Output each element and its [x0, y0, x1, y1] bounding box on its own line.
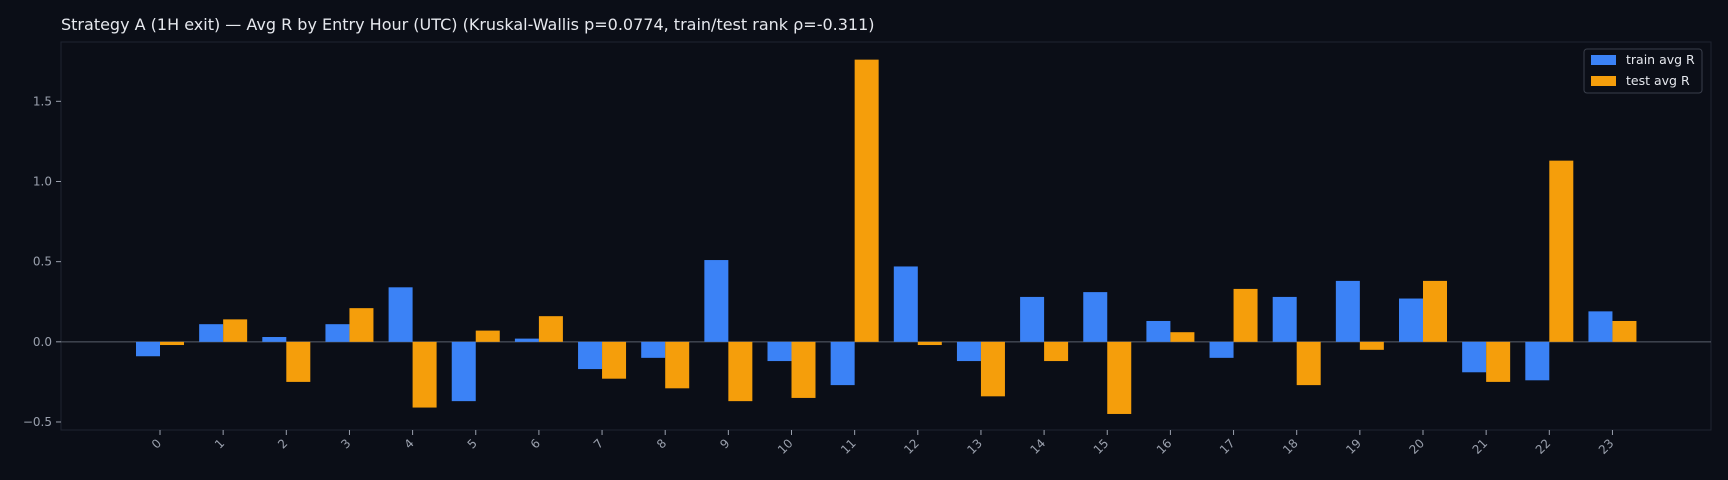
train-bar-hour-15 [1083, 292, 1108, 342]
train-bar-hour-6 [514, 338, 539, 342]
x-tick-label: 16 [1154, 436, 1175, 457]
train-bar-hour-8 [641, 341, 666, 358]
test-bar-hour-18 [1296, 341, 1321, 386]
x-tick-label: 11 [838, 436, 859, 457]
x-tick-label: 1 [212, 436, 227, 451]
x-tick-label: 9 [717, 436, 732, 451]
x-tick-label: 7 [591, 436, 606, 451]
x-tick-label: 0 [149, 436, 164, 451]
x-tick-label: 8 [654, 436, 669, 451]
train-bar-hour-20 [1399, 298, 1423, 342]
train-bar-hour-4 [388, 287, 413, 342]
x-tick-label: 18 [1280, 436, 1301, 457]
y-tick-label: −0.5 [23, 415, 52, 429]
train-bar-hour-5 [451, 341, 476, 402]
train-bar-hour-16 [1146, 320, 1171, 342]
y-tick-label: 1.0 [33, 174, 52, 188]
x-tick-label: 23 [1596, 436, 1617, 457]
x-tick-label: 4 [401, 436, 416, 451]
train-bar-hour-14 [1020, 296, 1045, 342]
train-bar-hour-0 [136, 341, 160, 357]
x-tick-label: 21 [1470, 436, 1491, 457]
x-tick-label: 19 [1343, 436, 1364, 457]
train-bar-hour-23 [1588, 311, 1613, 342]
test-bar-hour-5 [475, 330, 500, 342]
bars-layer [136, 59, 1637, 414]
legend-swatch-train [1591, 55, 1616, 65]
y-tick-label: 0.0 [33, 335, 52, 349]
train-bar-hour-10 [767, 341, 792, 362]
test-bar-hour-2 [286, 341, 311, 382]
test-bar-hour-8 [665, 341, 690, 389]
test-bar-hour-23 [1612, 320, 1637, 342]
y-axis: −0.5 0.0 0.5 1.0 1.5 [23, 94, 61, 429]
y-tick-label: 1.5 [33, 94, 52, 108]
test-bar-hour-19 [1359, 341, 1384, 350]
test-bar-hour-11 [854, 59, 879, 342]
x-tick-label: 14 [1028, 436, 1049, 457]
x-tick-label: 6 [528, 436, 543, 451]
test-bar-hour-6 [538, 316, 563, 342]
train-bar-hour-17 [1209, 341, 1234, 358]
plot-area [60, 41, 1712, 431]
test-bar-hour-20 [1423, 280, 1447, 342]
train-bar-hour-1 [199, 324, 224, 342]
x-tick-label: 2 [275, 436, 290, 451]
test-bar-hour-7 [602, 341, 627, 379]
test-bar-hour-17 [1233, 288, 1258, 342]
test-bar-hour-14 [1044, 341, 1069, 362]
legend-swatch-test [1591, 76, 1616, 86]
x-tick-label: 12 [901, 436, 922, 457]
x-axis: 0 1 2 3 4 5 6 7 8 9 10 11 12 13 14 15 16 17 18 19 20 21 22 23 [149, 430, 1617, 457]
x-tick-label: 20 [1406, 436, 1427, 457]
test-bar-hour-1 [223, 319, 248, 342]
x-tick-label: 15 [1091, 436, 1112, 457]
test-bar-hour-0 [160, 341, 184, 346]
train-bar-hour-7 [578, 341, 603, 370]
train-bar-hour-21 [1462, 341, 1487, 373]
test-bar-hour-21 [1486, 341, 1511, 382]
train-bar-hour-3 [325, 324, 350, 342]
x-tick-label: 5 [465, 436, 480, 451]
train-bar-hour-12 [893, 266, 918, 342]
train-bar-hour-2 [262, 337, 287, 342]
test-bar-hour-13 [980, 341, 1005, 397]
x-tick-label: 17 [1217, 436, 1238, 457]
test-bar-hour-12 [917, 341, 942, 346]
x-tick-label: 13 [964, 436, 985, 457]
test-bar-hour-22 [1549, 160, 1574, 342]
legend-label-train: train avg R [1626, 52, 1695, 67]
test-bar-hour-3 [349, 308, 374, 342]
train-bar-hour-9 [704, 260, 729, 342]
x-tick-label: 3 [338, 436, 353, 451]
test-bar-hour-16 [1170, 332, 1195, 342]
y-tick-label: 0.5 [33, 255, 52, 269]
test-bar-hour-4 [412, 341, 437, 408]
train-bar-hour-11 [830, 341, 855, 386]
train-bar-hour-22 [1525, 341, 1550, 381]
test-bar-hour-15 [1107, 341, 1132, 414]
train-bar-hour-13 [956, 341, 981, 362]
legend: train avg R test avg R [1583, 48, 1703, 94]
test-bar-hour-10 [791, 341, 816, 398]
x-tick-label: 10 [775, 436, 796, 457]
test-bar-hour-9 [728, 341, 753, 402]
legend-label-test: test avg R [1626, 73, 1690, 88]
chart-title: Strategy A (1H exit) — Avg R by Entry Ho… [61, 15, 875, 34]
train-bar-hour-19 [1335, 280, 1360, 342]
train-bar-hour-18 [1272, 296, 1297, 342]
x-tick-label: 22 [1533, 436, 1554, 457]
